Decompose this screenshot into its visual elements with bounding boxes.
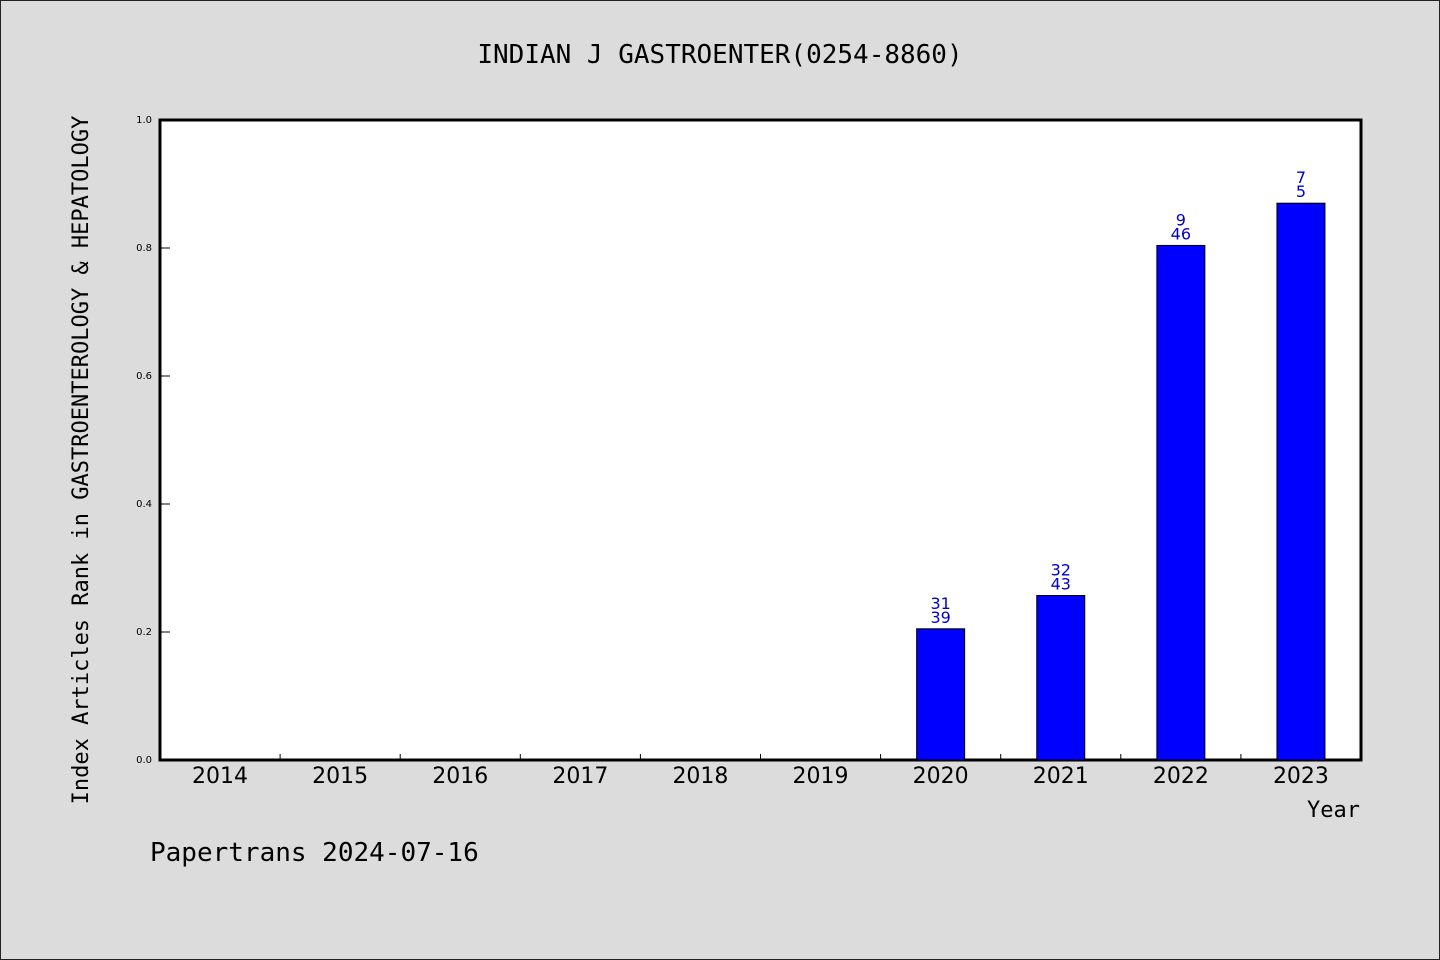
bar-label-bottom: 39 [930,608,950,627]
y-axis-ticks: 0.0 0.2 0.4 0.6 0.8 1.0 [136,115,170,766]
x-tick-label: 2019 [793,764,849,789]
bar-2023 [1276,202,1326,761]
y-tick-label: 0.0 [136,755,152,766]
x-tick-label: 2023 [1273,764,1329,789]
x-tick-label: 2018 [672,764,728,789]
y-tick-label: 0.4 [136,499,152,510]
bar-label-bottom: 5 [1296,182,1306,201]
y-tick-label: 1.0 [136,115,152,126]
bar-2021 [1036,595,1086,761]
bar-label-bottom: 46 [1171,224,1191,243]
bars-group [916,202,1326,761]
y-tick-label: 0.8 [136,243,152,254]
x-tick-label: 2022 [1153,764,1209,789]
bar-label-top: 9 [1176,210,1186,229]
bar-2022 [1156,244,1206,761]
footer-text: Papertrans 2024-07-16 [150,838,479,868]
bar-label-top: 7 [1296,168,1306,187]
bar-label-top: 32 [1051,561,1071,580]
y-axis-label: Index Articles Rank in GASTROENTEROLOGY … [69,116,94,805]
x-tick-label: 2016 [432,764,488,789]
bar-label-bottom: 43 [1051,575,1071,594]
x-tick-label: 2015 [312,764,368,789]
x-tick-label: 2014 [192,764,248,789]
x-tick-label: 2021 [1033,764,1089,789]
x-tick-label: 2017 [552,764,608,789]
chart-title: INDIAN J GASTROENTER(0254-8860) [477,40,962,70]
bar-2020 [916,628,966,761]
y-tick-label: 0.6 [136,371,152,382]
x-tick-label: 2020 [913,764,969,789]
x-axis-ticks: 2014 2015 2016 2017 2018 2019 2020 2021 2022 2023 [192,754,1329,789]
bar-label-top: 31 [930,594,950,613]
x-axis-label: Year [1307,798,1360,823]
y-tick-label: 0.2 [136,627,152,638]
